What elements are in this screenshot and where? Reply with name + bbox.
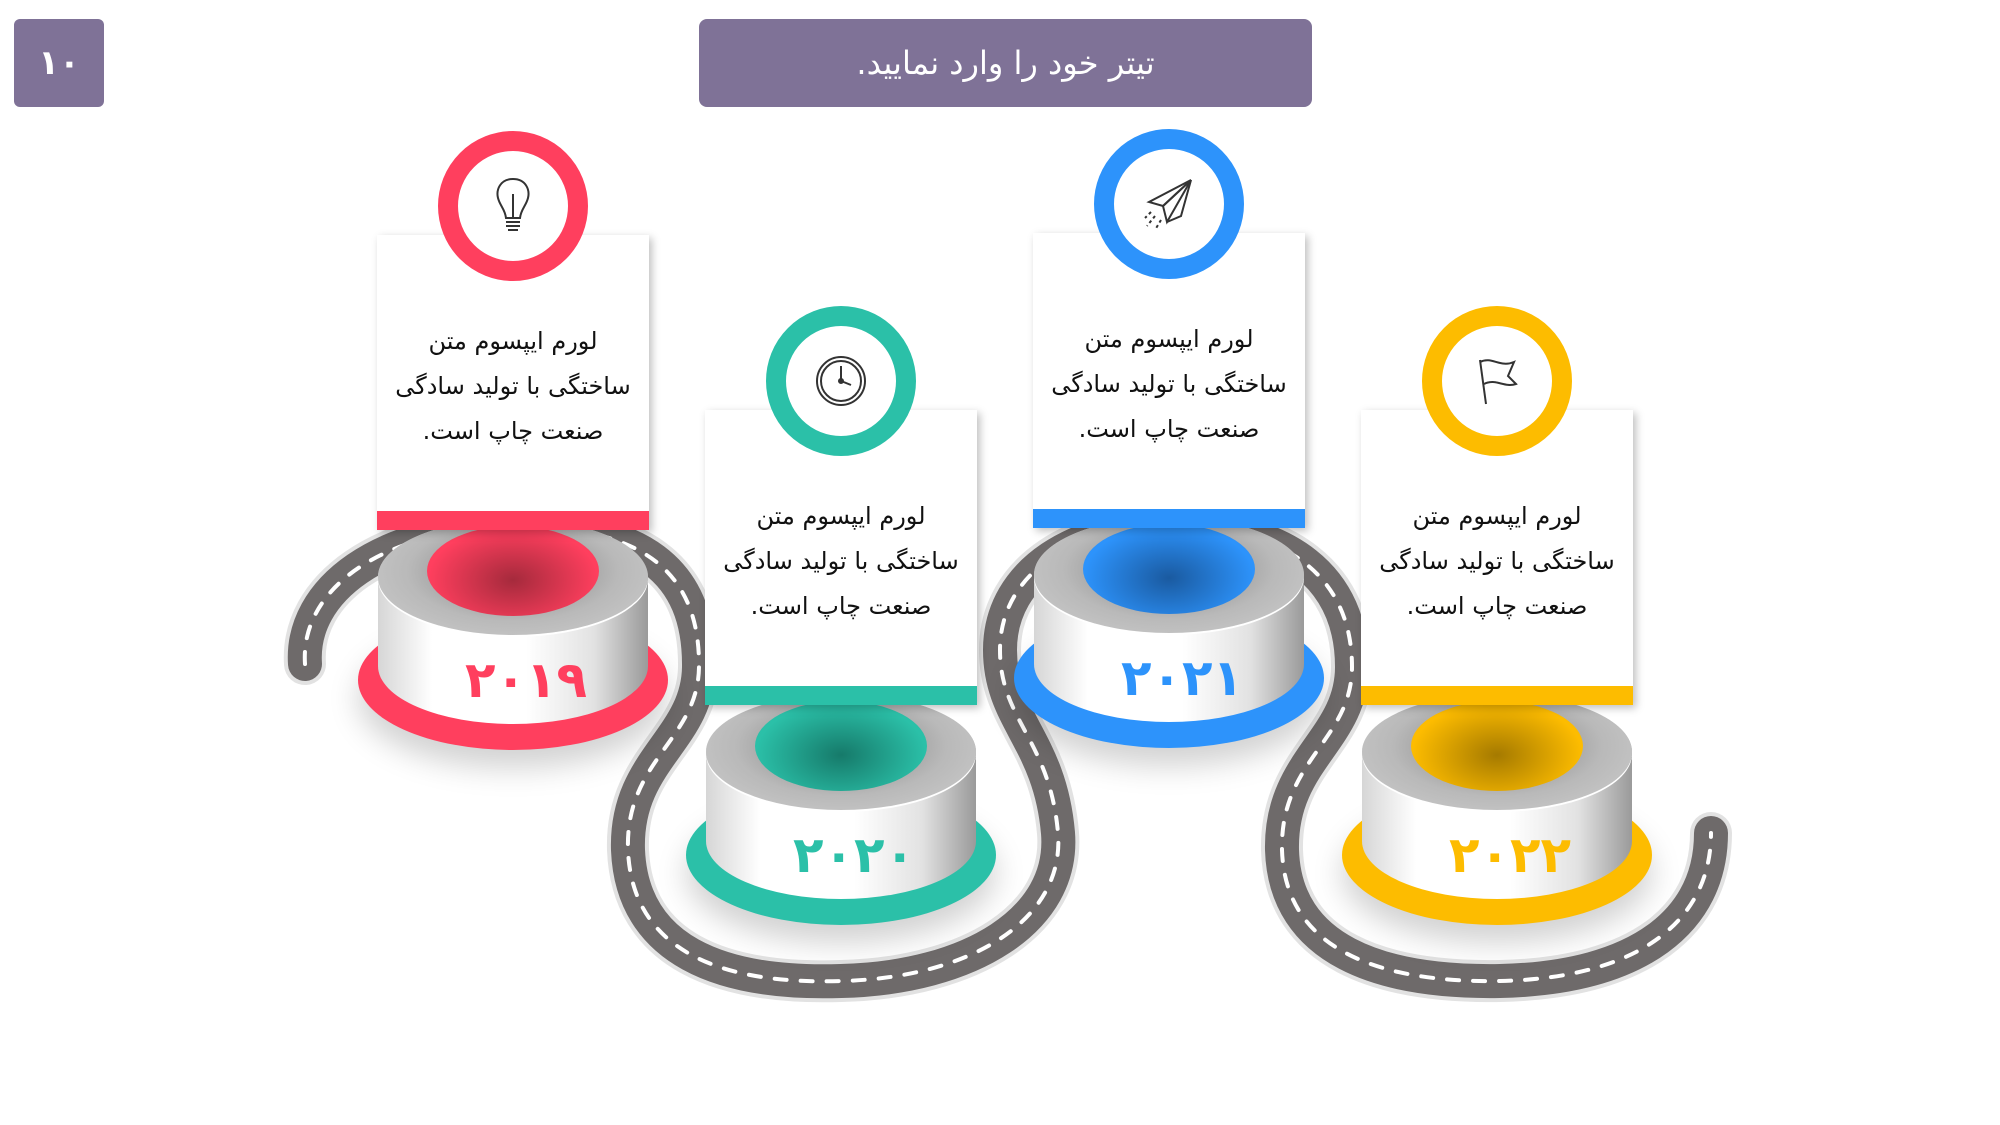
card-accent-bar xyxy=(1033,509,1305,528)
step-text-line: لورم ایپسوم متن xyxy=(428,327,598,355)
timeline-step-2021: ۲۰۲۱ لورم ایپسوم متن ساختگی با تولید سادگ… xyxy=(1014,129,1324,748)
step-text-line: صنعت چاپ است. xyxy=(1406,592,1588,620)
step-text-line: ساختگی با تولید سادگی xyxy=(723,547,959,575)
icon-ring xyxy=(438,131,588,281)
clock-icon xyxy=(816,356,866,406)
step-card: لورم ایپسوم متن ساختگی با تولید سادگی صنعت… xyxy=(1361,410,1633,705)
timeline-step-2019: ۲۰۱۹ لورم ایپسوم متن ساختگی با تولید سادگ… xyxy=(358,131,668,750)
step-card: لورم ایپسوم متن ساختگی با تولید سادگی صنعت… xyxy=(705,410,977,705)
timeline-step-2022: ۲۰۲۲ لورم ایپسوم متن ساختگی با تولید سادگ… xyxy=(1342,306,1652,925)
cylinder-inner xyxy=(427,526,599,616)
card-accent-bar xyxy=(1361,686,1633,705)
step-card: لورم ایپسوم متن ساختگی با تولید سادگی صنعت… xyxy=(1033,233,1305,528)
step-text-line: لورم ایپسوم متن xyxy=(1084,325,1254,353)
step-text-line: ساختگی با تولید سادگی xyxy=(395,372,631,400)
timeline-step-2020: ۲۰۲۰ لورم ایپسوم متن ساختگی با تولید سادگ… xyxy=(686,306,996,925)
step-text-line: ساختگی با تولید سادگی xyxy=(1051,370,1287,398)
lightbulb-icon xyxy=(496,177,530,231)
step-text-line: ساختگی با تولید سادگی xyxy=(1379,547,1615,575)
paper-plane-icon xyxy=(1144,179,1192,231)
page-title: تیتر خود را وارد نمایید. xyxy=(856,44,1155,82)
title-banner[interactable]: تیتر خود را وارد نمایید. xyxy=(699,19,1312,107)
step-text-line: لورم ایپسوم متن xyxy=(1412,502,1582,530)
card-accent-bar xyxy=(705,686,977,705)
step-text-line: لورم ایپسوم متن xyxy=(756,502,926,530)
year-label: ۲۰۲۱ xyxy=(1120,649,1244,707)
icon-ring xyxy=(1094,129,1244,279)
cylinder-inner xyxy=(1411,701,1583,791)
step-text: لورم ایپسوم متن ساختگی با تولید سادگی صنعت… xyxy=(705,494,977,629)
flag-icon xyxy=(1479,359,1518,405)
page-number: ۱۰ xyxy=(38,43,80,83)
step-text-line: صنعت چاپ است. xyxy=(1078,415,1260,443)
card-accent-bar xyxy=(377,511,649,530)
cylinder-inner xyxy=(1083,524,1255,614)
page-number-badge: ۱۰ xyxy=(14,19,104,107)
step-text: لورم ایپسوم متن ساختگی با تولید سادگی صنعت… xyxy=(1361,494,1633,629)
icon-ring xyxy=(1422,306,1572,456)
year-label: ۲۰۱۹ xyxy=(464,651,588,709)
step-text: لورم ایپسوم متن ساختگی با تولید سادگی صنعت… xyxy=(1033,317,1305,452)
year-label: ۲۰۲۰ xyxy=(792,826,916,884)
icon-ring xyxy=(766,306,916,456)
step-text-line: صنعت چاپ است. xyxy=(422,417,604,445)
cylinder-inner xyxy=(755,701,927,791)
step-text-line: صنعت چاپ است. xyxy=(750,592,932,620)
step-card: لورم ایپسوم متن ساختگی با تولید سادگی صنعت… xyxy=(377,235,649,530)
year-label: ۲۰۲۲ xyxy=(1448,826,1572,884)
step-text: لورم ایپسوم متن ساختگی با تولید سادگی صنعت… xyxy=(377,319,649,454)
